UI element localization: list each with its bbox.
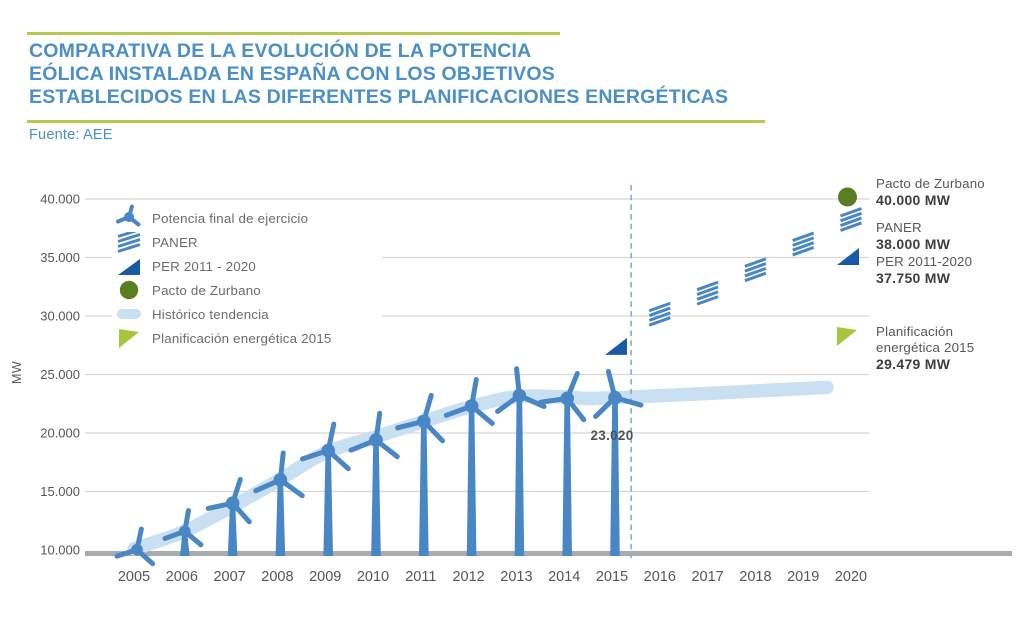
x-tick-label: 2011	[405, 569, 436, 585]
value-callout-2015: 23.020	[590, 428, 634, 443]
source-label: Fuente: AEE	[29, 127, 113, 143]
trend-band-icon	[112, 308, 146, 320]
y-tick-label: 30.000	[40, 309, 80, 324]
y-tick-label: 20.000	[40, 426, 80, 441]
legend-item-tendencia: Histórico tendencia	[112, 302, 368, 326]
legend-item-potencia: Potencia final de ejercicio	[112, 204, 368, 232]
legend-item-planificacion: Planificación energética 2015	[112, 326, 368, 350]
wind-turbine-icon	[112, 204, 146, 232]
y-tick-label: 35.000	[40, 250, 80, 265]
x-tick-label: 2020	[835, 569, 867, 585]
title-line-3: ESTABLECIDOS EN LAS DIFERENTES PLANIFICA…	[29, 86, 729, 109]
x-tick-label: 2010	[357, 569, 389, 585]
x-tick-label: 2015	[596, 569, 628, 585]
title-rule-top	[27, 32, 560, 35]
x-tick-label: 2013	[500, 569, 532, 585]
x-tick-label: 2014	[548, 569, 580, 585]
annotation-pacto-zurbano: Pacto de Zurbano 40.000 MW	[874, 176, 985, 209]
x-tick-label: 2008	[261, 569, 293, 585]
title-line-2: EÓLICA INSTALADA EN ESPAÑA CON LOS OBJET…	[29, 63, 555, 86]
title-line-1: COMPARATIVA DE LA EVOLUCIÓN DE LA POTENC…	[29, 40, 532, 62]
hatched-square-icon	[112, 231, 146, 253]
x-tick-label: 2019	[787, 569, 819, 585]
legend-label: Potencia final de ejercicio	[152, 210, 309, 226]
chart-legend: Potencia final de ejercicio PANER PER 20…	[112, 204, 382, 350]
navy-triangle-icon	[112, 257, 146, 276]
x-tick-label: 2009	[309, 569, 341, 585]
y-tick-label: 15.000	[40, 484, 80, 499]
x-tick-label: 2005	[118, 569, 150, 585]
x-tick-label: 2012	[452, 569, 484, 585]
legend-label: Planificación energética 2015	[152, 330, 332, 346]
title-rule-bottom	[27, 120, 765, 123]
x-tick-label: 2017	[691, 569, 723, 585]
legend-label: Pacto de Zurbano	[152, 282, 261, 298]
annotation-planificacion: Planificación energética 2015 29.479 MW	[874, 324, 975, 373]
annotation-paner: PANER 38.000 MW	[874, 220, 951, 253]
x-tick-label: 2006	[166, 569, 198, 585]
x-tick-label: 2018	[739, 569, 771, 585]
legend-item-paner: PANER	[112, 230, 368, 254]
y-tick-label: 25.000	[40, 367, 80, 382]
legend-item-per: PER 2011 - 2020	[112, 254, 368, 278]
legend-item-zurbano: Pacto de Zurbano	[112, 278, 368, 302]
y-tick-label: 10.000	[40, 543, 80, 558]
x-tick-label: 2016	[644, 569, 676, 585]
y-axis-title: MW	[10, 360, 24, 384]
legend-label: PER 2011 - 2020	[152, 258, 257, 274]
annotation-per: PER 2011-2020 37.750 MW	[874, 254, 973, 287]
x-tick-label: 2007	[213, 569, 245, 585]
page-title: COMPARATIVA DE LA EVOLUCIÓN DE LA POTENC…	[29, 40, 789, 110]
lime-triangle-icon	[112, 327, 146, 349]
y-tick-label: 40.000	[40, 192, 80, 207]
green-circle-icon	[112, 279, 146, 301]
legend-label: Histórico tendencia	[152, 306, 269, 322]
legend-label: PANER	[152, 234, 198, 250]
